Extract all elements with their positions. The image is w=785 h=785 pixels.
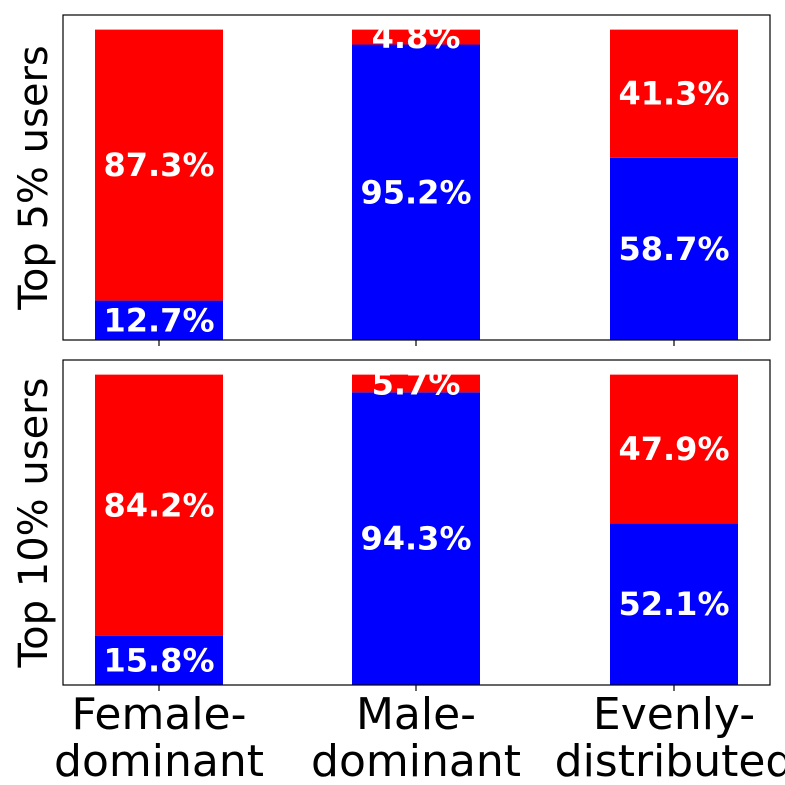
bar-top-label: 87.3%: [103, 146, 214, 184]
axes-frame: [62, 359, 771, 686]
bar-bottom-segment: [352, 44, 480, 340]
y-axis-label: Top 5% users: [11, 45, 57, 310]
bar-bottom-label: 58.7%: [618, 230, 729, 268]
bar-top-segment: [352, 374, 480, 393]
x-tick-label: Evenly-distributed: [555, 689, 785, 785]
bar-top-label: 47.9%: [618, 430, 729, 468]
bars-group: 15.8% 84.2% 94.3% 5.7% 52.1% 47.9%: [95, 364, 738, 685]
bar-top-segment: [610, 374, 738, 524]
x-tick-label-line: dominant: [54, 736, 264, 785]
bar-top-label: 5.7%: [372, 364, 461, 402]
bar-bottom-segment: [610, 157, 738, 340]
bar-top-segment: [610, 29, 738, 158]
bar-bottom-label: 12.7%: [103, 301, 214, 339]
bar-top-label: 41.3%: [618, 75, 729, 113]
bar-top-segment: [352, 29, 480, 45]
x-tick-label: Male-dominant: [311, 689, 521, 785]
bar-bottom-segment: [95, 300, 223, 340]
bar-top-segment: [95, 374, 223, 636]
bars-group: 12.7% 87.3% 95.2% 4.8% 58.7% 41.3%: [95, 18, 738, 340]
bar-bottom-label: 15.8%: [103, 641, 214, 679]
bar-bottom-label: 95.2%: [360, 173, 471, 211]
bar-bottom-segment: [352, 392, 480, 685]
y-axis-label: Top 10% users: [11, 378, 57, 669]
bar-bottom-label: 52.1%: [618, 585, 729, 623]
panel-1: 12.7% 87.3% 95.2% 4.8% 58.7% 41.3% Top 5% user…: [11, 14, 771, 346]
panel-2: 15.8% 84.2% 94.3% 5.7% 52.1% 47.9% Top 10% use…: [11, 359, 771, 691]
x-tick-label-line: dominant: [311, 736, 521, 785]
x-tick-label-line: Male-: [356, 689, 476, 740]
bar-bottom-segment: [95, 635, 223, 685]
x-tick-label-line: distributed: [555, 736, 785, 785]
x-tick-label-line: Female-: [72, 689, 247, 740]
bar-bottom-segment: [610, 523, 738, 685]
x-tick-label: Female-dominant: [54, 689, 264, 785]
bar-bottom-label: 94.3%: [360, 520, 471, 558]
x-tick-label-line: Evenly-: [593, 689, 755, 740]
bar-top-segment: [95, 29, 223, 301]
axes-frame: [62, 14, 771, 341]
bar-top-label: 84.2%: [103, 486, 214, 524]
bar-top-label: 4.8%: [372, 18, 461, 56]
